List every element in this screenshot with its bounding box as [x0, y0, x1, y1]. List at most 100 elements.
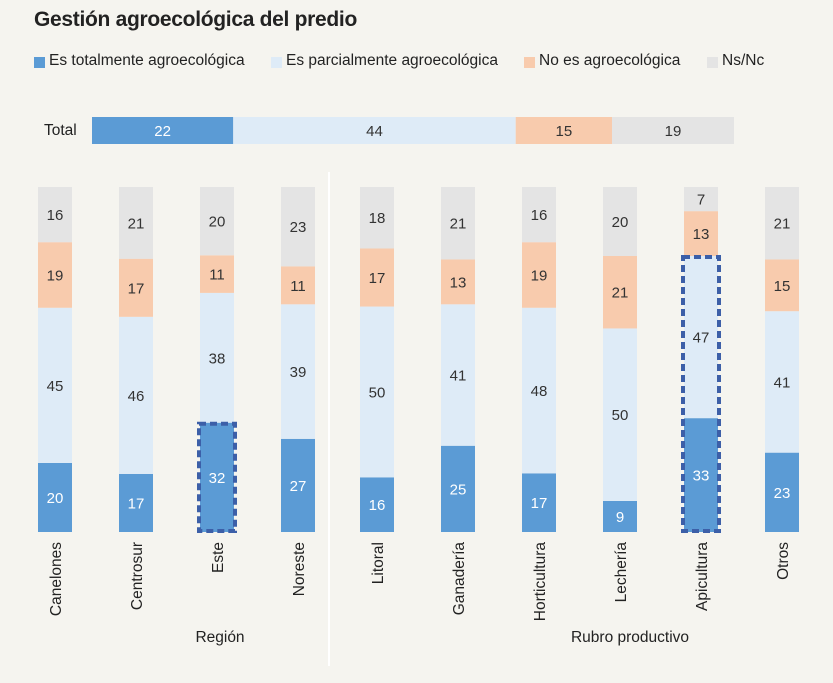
total-bar-segment-no-es-agroecologica — [515, 117, 613, 144]
legend-swatch-parcialmente — [271, 57, 282, 68]
bar-ganaderia-ns-nc — [441, 187, 475, 260]
category-label-lecheria: Lechería — [613, 542, 630, 603]
bar-noreste-es-parcialmente-agroecologica — [281, 304, 315, 439]
data-label-centrosur-ns-nc: 21 — [128, 215, 145, 232]
data-label-lecheria-es-parcialmente-agroecologica: 50 — [612, 407, 629, 424]
bar-ganaderia-es-parcialmente-agroecologica — [441, 304, 475, 446]
bar-este-ns-nc — [200, 187, 234, 256]
category-label-centrosur: Centrosur — [129, 542, 146, 610]
total-data-label-no-es-agroecologica: 15 — [556, 123, 573, 140]
bar-canelones-es-parcialmente-agroecologica — [38, 307, 72, 463]
category-label-litoral: Litoral — [370, 542, 387, 584]
total-data-label-es-parcialmente-agroecologica: 44 — [366, 123, 383, 140]
bar-horticultura-es-totalmente-agroecologica — [522, 473, 556, 532]
bar-apicultura-es-totalmente-agroecologica — [684, 418, 718, 532]
category-label-ganaderia: Ganadería — [451, 542, 468, 616]
data-label-canelones-es-parcialmente-agroecologica: 45 — [47, 378, 64, 395]
bar-este-no-es-agroecologica — [200, 255, 234, 293]
bar-lecheria-es-parcialmente-agroecologica — [603, 328, 637, 501]
data-label-este-es-parcialmente-agroecologica: 38 — [209, 350, 226, 367]
data-label-apicultura-ns-nc: 7 — [697, 192, 705, 209]
data-label-apicultura-no-es-agroecologica: 13 — [693, 226, 710, 243]
total-row-label: Total — [44, 122, 77, 139]
data-label-noreste-es-totalmente-agroecologica: 27 — [290, 478, 307, 495]
total-data-label-es-totalmente-agroecologica: 22 — [154, 123, 171, 140]
data-label-horticultura-es-parcialmente-agroecologica: 48 — [531, 383, 548, 400]
bar-lecheria-no-es-agroecologica — [603, 256, 637, 329]
bar-litoral-no-es-agroecologica — [360, 248, 394, 307]
bar-apicultura-ns-nc — [684, 187, 718, 212]
data-label-noreste-no-es-agroecologica: 11 — [290, 278, 306, 295]
bar-litoral-es-totalmente-agroecologica — [360, 477, 394, 532]
bar-noreste-es-totalmente-agroecologica — [281, 438, 315, 532]
bar-centrosur-ns-nc — [119, 187, 153, 259]
data-label-horticultura-no-es-agroecologica: 19 — [531, 267, 548, 284]
data-label-centrosur-es-totalmente-agroecologica: 17 — [128, 495, 145, 512]
total-bar-segment-ns-nc — [612, 117, 734, 144]
bar-horticultura-ns-nc — [522, 187, 556, 243]
chart-title: Gestión agroecológica del predio — [34, 8, 357, 31]
bar-apicultura-es-parcialmente-agroecologica — [684, 256, 718, 419]
axis-label-rubro: Rubro productivo — [571, 629, 689, 646]
bar-otros-es-totalmente-agroecologica — [765, 452, 799, 532]
total-bar-segment-es-parcialmente-agroecologica — [233, 117, 516, 144]
legend-swatch-nsnc — [707, 57, 718, 68]
data-label-este-es-totalmente-agroecologica: 32 — [209, 470, 226, 487]
bar-ganaderia-es-totalmente-agroecologica — [441, 445, 475, 532]
data-label-ganaderia-no-es-agroecologica: 13 — [450, 274, 467, 291]
data-label-ganaderia-es-parcialmente-agroecologica: 41 — [450, 368, 467, 385]
bar-centrosur-es-parcialmente-agroecologica — [119, 316, 153, 474]
data-label-este-ns-nc: 20 — [209, 214, 226, 231]
legend-label-totalmente: Es totalmente agroecológica — [49, 52, 245, 69]
data-label-noreste-ns-nc: 23 — [290, 219, 307, 236]
data-label-apicultura-es-totalmente-agroecologica: 33 — [693, 468, 710, 485]
data-label-lecheria-es-totalmente-agroecologica: 9 — [616, 509, 624, 526]
bar-otros-no-es-agroecologica — [765, 259, 799, 312]
data-label-otros-es-totalmente-agroecologica: 23 — [774, 485, 791, 502]
legend-swatch-totalmente — [34, 57, 45, 68]
category-label-horticultura: Horticultura — [532, 542, 549, 622]
bar-canelones-no-es-agroecologica — [38, 242, 72, 308]
bar-litoral-es-parcialmente-agroecologica — [360, 306, 394, 478]
data-label-canelones-es-totalmente-agroecologica: 20 — [47, 490, 64, 507]
highlight-box-apicultura — [681, 255, 721, 533]
legend-swatch-no-es — [524, 57, 535, 68]
highlight-box-este — [197, 421, 237, 533]
bar-lecheria-es-totalmente-agroecologica — [603, 500, 637, 532]
data-label-ganaderia-ns-nc: 21 — [450, 216, 467, 233]
bar-canelones-ns-nc — [38, 187, 72, 243]
data-label-otros-no-es-agroecologica: 15 — [774, 278, 791, 295]
category-label-noreste: Noreste — [291, 542, 308, 596]
data-label-otros-ns-nc: 21 — [774, 216, 791, 233]
legend-label-parcialmente: Es parcialmente agroecológica — [286, 52, 498, 69]
category-label-canelones: Canelones — [48, 542, 65, 616]
data-label-centrosur-es-parcialmente-agroecologica: 46 — [128, 388, 145, 405]
data-label-litoral-ns-nc: 18 — [369, 210, 386, 227]
bar-apicultura-no-es-agroecologica — [684, 211, 718, 256]
bar-litoral-ns-nc — [360, 187, 394, 249]
category-label-este: Este — [210, 542, 227, 573]
bar-ganaderia-no-es-agroecologica — [441, 259, 475, 305]
bar-noreste-ns-nc — [281, 187, 315, 267]
bar-horticultura-no-es-agroecologica — [522, 242, 556, 308]
total-data-label-ns-nc: 19 — [665, 123, 682, 140]
bar-este-es-totalmente-agroecologica — [200, 422, 234, 532]
data-label-apicultura-es-parcialmente-agroecologica: 47 — [693, 330, 710, 347]
axis-label-region: Región — [195, 629, 244, 646]
bar-centrosur-es-totalmente-agroecologica — [119, 473, 153, 532]
bar-otros-es-parcialmente-agroecologica — [765, 311, 799, 453]
legend-label-nsnc: Ns/Nc — [722, 52, 765, 69]
bar-horticultura-es-parcialmente-agroecologica — [522, 307, 556, 474]
data-label-lecheria-no-es-agroecologica: 21 — [612, 285, 629, 302]
legend-label-no-es: No es agroecológica — [539, 52, 681, 69]
data-label-horticultura-es-totalmente-agroecologica: 17 — [531, 495, 548, 512]
category-label-otros: Otros — [775, 542, 792, 580]
data-label-litoral-es-parcialmente-agroecologica: 50 — [369, 384, 386, 401]
data-label-canelones-no-es-agroecologica: 19 — [47, 267, 64, 284]
data-label-lecheria-ns-nc: 20 — [612, 214, 629, 231]
bar-otros-ns-nc — [765, 187, 799, 260]
data-label-este-no-es-agroecologica: 11 — [209, 267, 225, 284]
category-label-apicultura: Apicultura — [694, 542, 711, 611]
bar-lecheria-ns-nc — [603, 187, 637, 256]
